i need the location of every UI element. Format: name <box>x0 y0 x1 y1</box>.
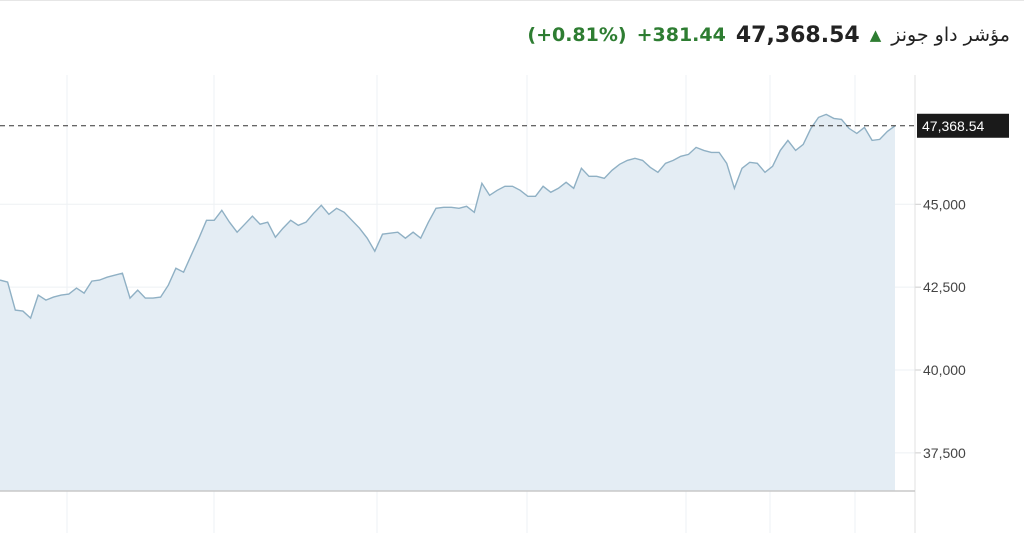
y-tick-label: 45,000 <box>923 196 966 212</box>
price: 47,368.54 <box>735 22 860 48</box>
y-tick-label: 37,500 <box>923 445 966 461</box>
y-axis: 37,500 40,000 42,500 45,000 47,368.54 <box>0 75 1009 533</box>
change-value: +381.44 <box>636 24 726 46</box>
index-name: مؤشر داو جونز <box>891 24 1010 46</box>
y-tick-label: 40,000 <box>923 362 966 378</box>
change-percent: (+0.81%) <box>527 24 627 46</box>
arrow-up-icon: ▲ <box>869 26 882 44</box>
quote-header: (+0.81%) +381.44 47,368.54 ▲ مؤشر داو جو… <box>527 20 1010 50</box>
last-price-badge <box>917 113 1009 138</box>
last-price-label: 47,368.54 <box>922 118 984 134</box>
area-fill <box>0 114 895 492</box>
top-border <box>0 0 1024 1</box>
price-line <box>0 113 896 320</box>
y-tick-label: 42,500 <box>923 279 966 295</box>
